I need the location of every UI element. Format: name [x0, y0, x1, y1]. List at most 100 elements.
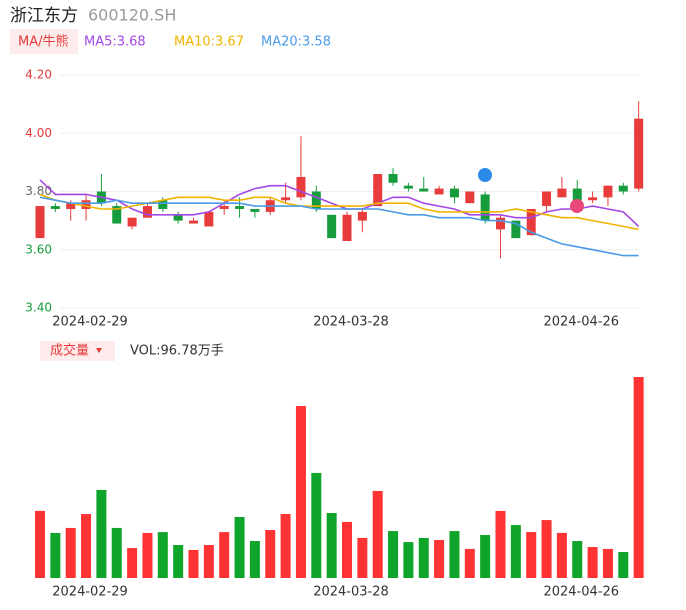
candle-body: [112, 206, 122, 224]
candle-body: [388, 174, 398, 183]
volume-bar: [326, 512, 337, 578]
ma-button[interactable]: MA/牛熊: [18, 34, 69, 50]
legend-entry: MA10:3.67: [174, 35, 244, 50]
candle-body: [634, 118, 644, 189]
volume-bar: [234, 516, 245, 578]
x-tick-label: 2024-03-28: [313, 585, 389, 600]
volume-bar: [295, 406, 306, 578]
volume-bar: [434, 539, 445, 578]
volume-bar: [495, 510, 506, 578]
candle-body: [557, 188, 567, 198]
stock-code: 600120.SH: [88, 6, 176, 25]
candle-body: [419, 188, 429, 192]
volume-button-bg[interactable]: [40, 341, 115, 361]
volume-bar: [388, 531, 399, 578]
x-tick-label: 2024-02-29: [52, 315, 128, 330]
event-badge[interactable]: [570, 199, 584, 213]
candle-body: [127, 217, 137, 227]
candle-body: [618, 185, 628, 192]
candle-body: [373, 174, 383, 207]
event-badge[interactable]: [478, 168, 492, 182]
candle-body: [327, 214, 337, 239]
x-tick-label: 2024-04-26: [543, 315, 619, 330]
y-tick-label: 3.40: [25, 301, 52, 315]
candle-body: [189, 220, 198, 224]
y-tick-label: 4.00: [25, 126, 52, 140]
candle-body: [81, 200, 91, 209]
candle-body: [403, 185, 413, 189]
volume-bar: [311, 472, 322, 578]
volume-bar: [633, 377, 644, 578]
volume-bar: [65, 527, 76, 578]
ma-line: [39, 193, 639, 231]
candle-body: [35, 206, 45, 239]
candle-body: [296, 176, 306, 198]
volume-bar: [173, 544, 184, 578]
volume-label: VOL:96.78万手: [130, 344, 224, 359]
candle-body: [480, 194, 490, 221]
volume-bar: [618, 552, 629, 578]
candle-body: [281, 197, 291, 201]
candle-body: [50, 206, 60, 209]
candle-body: [542, 191, 552, 207]
volume-bar: [526, 532, 537, 578]
volume-bar: [35, 510, 45, 578]
volume-bar: [96, 489, 107, 578]
x-tick-label: 2024-04-26: [543, 585, 619, 600]
candle-body: [158, 200, 168, 209]
candle-body: [572, 188, 582, 201]
volume-bar: [157, 532, 168, 578]
volume-bar: [111, 527, 122, 578]
volume-bar: [510, 525, 521, 578]
candle-body: [449, 188, 459, 198]
candle-body: [588, 197, 598, 201]
y-tick-label: 3.80: [25, 184, 52, 198]
y-tick-label: 3.60: [25, 242, 52, 256]
volume-button[interactable]: 成交量: [50, 343, 89, 359]
legend-entry: MA20:3.58: [261, 35, 331, 50]
candle-body: [465, 191, 475, 204]
candle-body: [311, 191, 321, 209]
volume-bar: [572, 541, 583, 578]
volume-bar: [50, 532, 61, 578]
candle-body: [603, 185, 613, 198]
volume-bar: [480, 535, 491, 578]
ma-line: [39, 196, 639, 257]
volume-bar: [556, 532, 567, 578]
volume-bar: [372, 490, 383, 578]
candle-body: [511, 220, 521, 239]
candle-body: [496, 217, 505, 230]
y-tick-label: 4.20: [25, 68, 52, 82]
candle-body: [219, 206, 229, 209]
volume-bar: [280, 514, 291, 578]
volume-bar: [265, 530, 276, 578]
volume-bar: [464, 548, 475, 578]
candle-body: [142, 206, 152, 218]
volume-bar: [249, 541, 260, 578]
candle-body: [342, 214, 352, 242]
x-tick-label: 2024-02-29: [52, 585, 128, 600]
candle-body: [204, 211, 214, 227]
x-tick-label: 2024-03-28: [313, 315, 389, 330]
candle-body: [434, 188, 444, 195]
volume-bar: [357, 537, 368, 578]
candle-body: [66, 203, 76, 209]
candle-body: [526, 208, 536, 236]
volume-bar: [418, 537, 429, 578]
dropdown-arrow[interactable]: [96, 348, 102, 353]
volume-bar: [342, 521, 352, 578]
volume-bar: [403, 542, 414, 578]
volume-bar: [188, 549, 199, 578]
volume-bar: [587, 547, 598, 578]
candle-body: [357, 211, 367, 221]
candle-body: [173, 214, 183, 221]
volume-bar: [449, 531, 460, 578]
volume-bar: [541, 520, 552, 578]
ma-button-bg[interactable]: [10, 29, 78, 54]
candle-body: [235, 206, 245, 209]
legend-entry: MA5:3.68: [84, 35, 146, 50]
stock-name: 浙江东方: [10, 6, 78, 26]
volume-bar: [602, 548, 613, 578]
